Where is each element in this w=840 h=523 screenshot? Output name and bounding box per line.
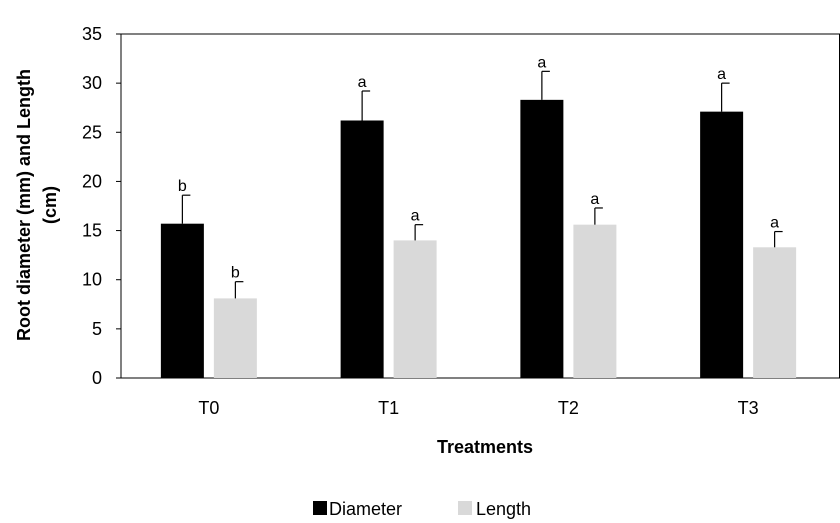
y-axis-ticks: 0 5 10 15 20 25 30 35 xyxy=(82,24,121,388)
significance-letter: a xyxy=(358,74,367,91)
significance-letter: a xyxy=(411,208,420,225)
x-tick-label: T2 xyxy=(558,398,579,418)
bar-length-t1 xyxy=(393,240,437,378)
y-tick-label: 5 xyxy=(92,319,102,339)
significance-letter: b xyxy=(178,178,187,195)
bar-diameter-t2 xyxy=(520,99,564,378)
y-axis-title-line-1: Root diameter (mm) and Length xyxy=(14,69,34,341)
bar-diameter-t3 xyxy=(700,111,744,378)
legend-label-length: Length xyxy=(476,499,531,519)
y-tick-label: 10 xyxy=(82,270,102,290)
y-tick-label: 35 xyxy=(82,24,102,44)
significance-letter: b xyxy=(231,265,240,282)
bar-length-t2 xyxy=(573,224,617,378)
significance-letter: a xyxy=(590,191,599,208)
bars: b b a a a a a a xyxy=(160,54,797,379)
y-tick-label: 15 xyxy=(82,221,102,241)
legend-label-diameter: Diameter xyxy=(329,499,402,519)
bar-length-t0 xyxy=(213,298,257,378)
y-axis-title-line-2: (cm) xyxy=(40,186,60,224)
bar-length-t3 xyxy=(753,247,797,378)
x-tick-label: T1 xyxy=(378,398,399,418)
y-tick-label: 25 xyxy=(82,122,102,142)
x-tick-label: T3 xyxy=(738,398,759,418)
x-axis-ticks: T0 T1 T2 T3 xyxy=(198,398,758,418)
x-tick-label: T0 xyxy=(198,398,219,418)
legend: Diameter Length xyxy=(313,499,531,519)
x-axis-title: Treatments xyxy=(437,437,533,457)
significance-letter: a xyxy=(537,54,546,71)
bar-diameter-t0 xyxy=(160,223,204,378)
y-tick-label: 20 xyxy=(82,171,102,191)
legend-swatch-diameter xyxy=(313,501,327,515)
y-tick-label: 0 xyxy=(92,368,102,388)
significance-letter: a xyxy=(770,215,779,232)
y-tick-label: 30 xyxy=(82,73,102,93)
significance-letter: a xyxy=(717,66,726,83)
legend-swatch-length xyxy=(458,501,472,515)
bar-diameter-t1 xyxy=(340,120,384,379)
